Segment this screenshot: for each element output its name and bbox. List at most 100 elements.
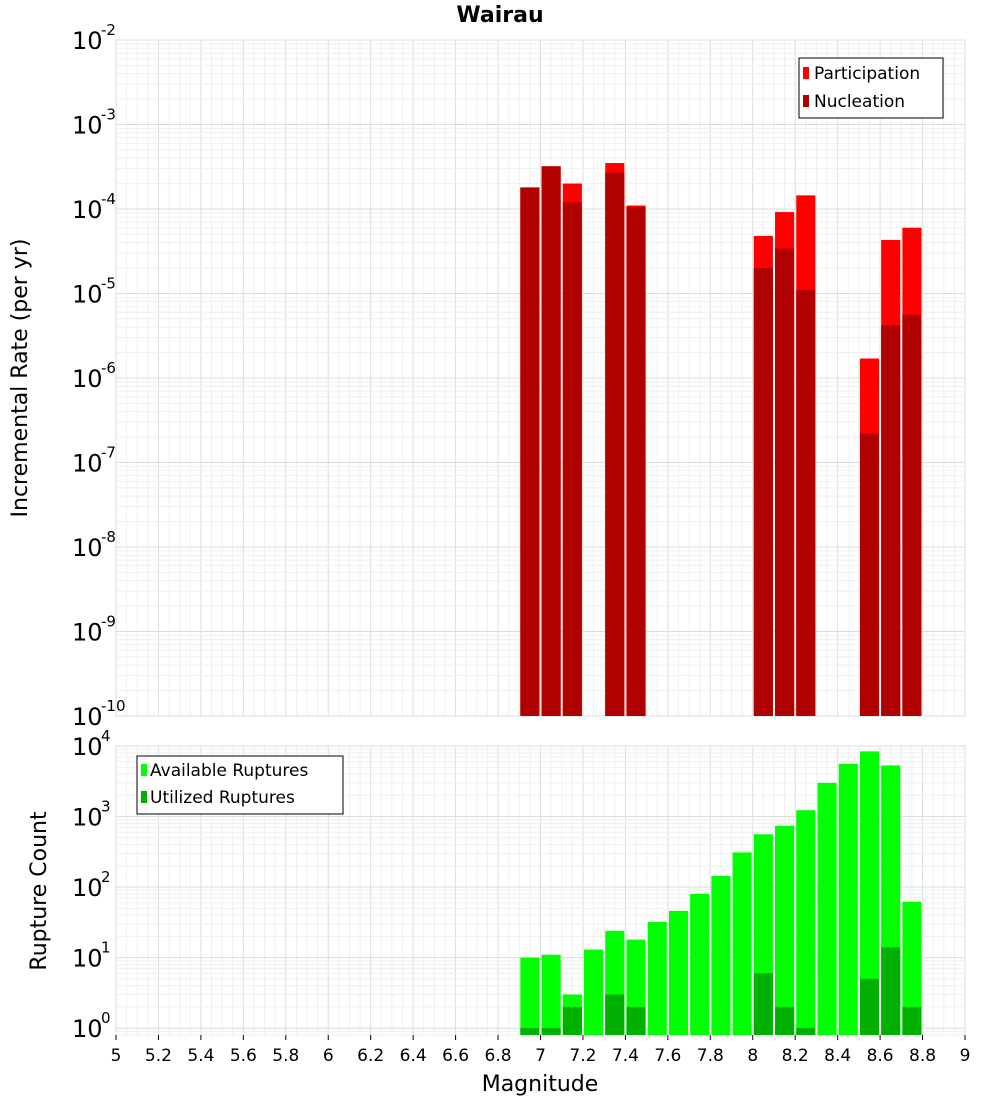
x-tick-label: 9 [960, 1046, 971, 1066]
count-primary-bar [647, 921, 667, 1035]
count-primary-bar [859, 751, 880, 1035]
count-primary-bar [668, 910, 689, 1035]
count-secondary-bar [902, 1006, 922, 1035]
participation-legend-label: Participation [814, 64, 920, 84]
rate-secondary-bar [541, 166, 561, 716]
count-secondary-bar [520, 1028, 540, 1035]
rate-y-tick-exponent: -5 [101, 275, 116, 293]
count-secondary-bar [796, 1028, 816, 1035]
rate-secondary-bar [881, 325, 901, 716]
x-tick-label: 8 [747, 1046, 758, 1066]
count-y-tick-exponent: 2 [101, 868, 111, 886]
count-primary-bar [732, 852, 752, 1035]
count-x-ticks: 5 5.2 5.4 5.6 5.8 6 6.2 6.4 6.6 6.8 7 7.2 7.4 7.6 7.8 8… [111, 1035, 971, 1066]
count-y-tick-label: 10 [72, 733, 103, 761]
count-primary-bar [796, 810, 816, 1035]
participation-legend-swatch [803, 67, 809, 79]
rate-y-tick-exponent: -7 [101, 444, 116, 462]
x-tick-label: 8.4 [824, 1046, 851, 1066]
rate-y-tick-label: 10 [72, 703, 103, 731]
rate-secondary-bar [796, 290, 816, 716]
x-tick-label: 6.6 [442, 1046, 469, 1066]
rate-y-tick-label: 10 [72, 450, 103, 478]
count-primary-bar [520, 957, 540, 1035]
x-tick-label: 8.6 [867, 1046, 894, 1066]
count-primary-bar [541, 954, 561, 1035]
count-y-tick-exponent: 0 [101, 1009, 111, 1027]
x-tick-label: 6.2 [357, 1046, 384, 1066]
rate-y-tick-exponent: -4 [101, 190, 116, 208]
rate-y-tick-exponent: -8 [101, 528, 116, 546]
count-secondary-bar [881, 947, 901, 1035]
count-primary-bar [902, 901, 922, 1035]
rate-gridlines [115, 39, 966, 717]
x-tick-label: 6 [323, 1046, 334, 1066]
nucleation-legend-label: Nucleation [814, 92, 905, 112]
count-legend-box [136, 755, 344, 815]
x-tick-label: 8.2 [782, 1046, 809, 1066]
count-y-tick-label: 10 [72, 1015, 103, 1043]
rate-y-tick-label: 10 [72, 112, 103, 140]
count-secondary-bar [605, 994, 625, 1035]
count-primary-bar [775, 825, 795, 1035]
count-secondary-bar [859, 978, 880, 1035]
count-primary-bar [690, 893, 710, 1035]
x-tick-label: 7 [535, 1046, 546, 1066]
count-secondary-bar [775, 1006, 795, 1035]
rate-y-tick-exponent: -10 [101, 697, 126, 715]
count-y-axis-label: Rupture Count [27, 811, 52, 971]
x-tick-label: 7.2 [569, 1046, 596, 1066]
available-legend-label: Available Ruptures [150, 761, 308, 781]
count-y-tick-label: 10 [72, 804, 103, 832]
count-secondary-bar [753, 973, 773, 1035]
rate-secondary-bar [753, 268, 773, 716]
count-y-tick-label: 10 [72, 874, 103, 902]
rate-secondary-bar [859, 433, 880, 716]
rate-secondary-bar [902, 314, 922, 716]
rate-y-tick-exponent: -3 [101, 106, 116, 124]
rate-y-tick-exponent: -9 [101, 613, 116, 631]
rate-y-tick-label: 10 [72, 281, 103, 309]
rate-bars [520, 163, 922, 717]
x-tick-label: 5.2 [145, 1046, 172, 1066]
count-primary-bar [711, 875, 731, 1035]
utilized-legend-label: Utilized Ruptures [150, 788, 295, 808]
x-tick-label: 7.4 [612, 1046, 639, 1066]
rate-secondary-bar [626, 207, 646, 716]
rate-y-tick-exponent: -6 [101, 359, 116, 377]
rate-secondary-bar [605, 172, 625, 717]
available-legend-swatch [141, 764, 147, 776]
count-y-tick-exponent: 1 [101, 939, 111, 957]
count-primary-bar [584, 949, 604, 1035]
x-tick-label: 5.8 [272, 1046, 299, 1066]
nucleation-legend-swatch [803, 95, 809, 107]
count-secondary-bar [626, 1006, 646, 1035]
count-secondary-bar [562, 1006, 582, 1035]
rate-secondary-bar [775, 248, 795, 716]
count-secondary-bar [541, 1028, 561, 1035]
x-axis-label: Magnitude [482, 1072, 599, 1097]
x-tick-label: 5.4 [187, 1046, 214, 1066]
rate-legend: Participation Nucleation [798, 57, 944, 119]
rate-y-tick-label: 10 [72, 196, 103, 224]
rate-secondary-bar [562, 202, 582, 716]
rate-y-tick-exponent: -2 [101, 21, 116, 39]
x-tick-label: 8.8 [909, 1046, 936, 1066]
chart-title: Wairau [456, 3, 543, 28]
rate-secondary-bar [520, 187, 540, 717]
count-bars [520, 751, 922, 1035]
rate-y-tick-label: 10 [72, 534, 103, 562]
x-tick-label: 7.6 [654, 1046, 681, 1066]
count-primary-bar [838, 763, 858, 1035]
rate-legend-box [798, 57, 944, 119]
x-tick-label: 6.8 [485, 1046, 512, 1066]
x-tick-label: 5.6 [230, 1046, 257, 1066]
x-tick-label: 7.8 [697, 1046, 724, 1066]
rate-y-tick-label: 10 [72, 27, 103, 55]
rate-y-axis-label: Incremental Rate (per yr) [8, 239, 33, 518]
count-y-tick-exponent: 3 [101, 798, 111, 816]
